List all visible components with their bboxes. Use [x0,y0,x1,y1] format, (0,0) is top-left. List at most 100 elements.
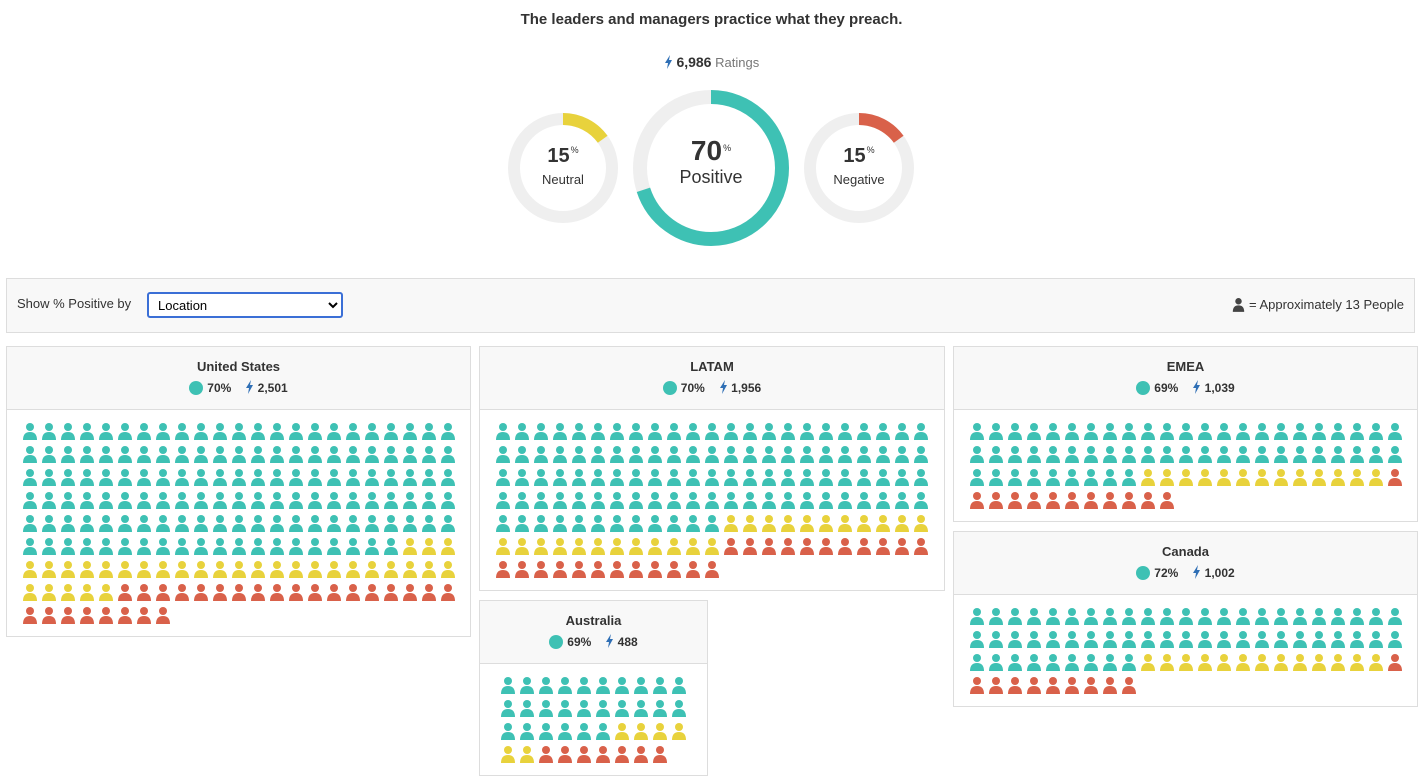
positive-person-icon [1331,446,1345,463]
neutral-person-icon [762,515,776,532]
region-ratings: 1,956 [719,380,761,395]
neutral-person-icon [1293,654,1307,671]
positive-person-icon [137,446,151,463]
neutral-person-icon [1369,654,1383,671]
positive-person-icon [422,469,436,486]
page-title: The leaders and managers practice what t… [520,11,903,28]
positive-person-icon [80,492,94,509]
positive-person-icon [653,677,667,694]
neutral-person-icon [496,538,510,555]
neutral-person-icon [634,723,648,740]
neutral-person-icon [327,561,341,578]
positive-person-icon [99,492,113,509]
neutral-person-icon [914,515,928,532]
positive-person-icon [308,492,322,509]
negative-person-icon [800,538,814,555]
positive-person-icon [308,469,322,486]
negative-person-icon [705,561,719,578]
positive-person-icon [1008,469,1022,486]
positive-person-icon [1084,654,1098,671]
positive-person-icon [1236,446,1250,463]
negative-person-icon [989,677,1003,694]
positive-person-icon [800,492,814,509]
positive-person-icon [672,677,686,694]
positive-person-icon [99,446,113,463]
positive-person-icon [194,538,208,555]
negative-person-icon [251,584,265,601]
positive-person-icon [1236,608,1250,625]
positive-person-icon [705,515,719,532]
positive-person-icon [346,446,360,463]
ratings-count: 6,986 [676,54,712,70]
positive-person-icon [384,492,398,509]
positive-person-icon [213,538,227,555]
bolt-icon [719,380,727,394]
positive-person-icon [970,446,984,463]
neutral-person-icon [1350,469,1364,486]
neutral-person-icon [838,515,852,532]
positive-person-icon [1103,631,1117,648]
positive-person-icon [1236,631,1250,648]
negative-person-icon [156,607,170,624]
person-icon [1233,298,1245,312]
positive-person-icon [520,677,534,694]
negative-person-icon [895,538,909,555]
neutral-person-icon [365,561,379,578]
region-card-canada: Canada 72% 1,002 [953,531,1418,707]
neutral-person-icon [520,746,534,763]
positive-person-icon [819,469,833,486]
positive-person-icon [137,515,151,532]
positive-person-icon [1217,446,1231,463]
positive-person-icon [118,423,132,440]
neutral-person-icon [1312,469,1326,486]
positive-person-icon [289,538,303,555]
neutral-person-icon [1160,469,1174,486]
positive-person-icon [327,469,341,486]
positive-person-icon [534,469,548,486]
negative-person-icon [1008,677,1022,694]
positive-person-icon [1369,608,1383,625]
positive-person-icon [577,723,591,740]
positive-person-icon [1160,446,1174,463]
negative-person-icon [308,584,322,601]
positive-person-icon [1141,608,1155,625]
region-card-emea: EMEA 69% 1,039 [953,346,1418,522]
neutral-person-icon [346,561,360,578]
positive-person-icon [1255,423,1269,440]
neutral-person-icon [615,723,629,740]
positive-person-icon [156,423,170,440]
positive-person-icon [1122,631,1136,648]
positive-person-icon [686,469,700,486]
positive-person-icon [1084,608,1098,625]
positive-person-icon [99,515,113,532]
positive-person-icon [1103,446,1117,463]
positive-person-icon [989,631,1003,648]
region-ratings: 2,501 [245,380,288,395]
positive-person-icon [743,423,757,440]
positive-person-icon [1008,608,1022,625]
positive-person-icon [365,446,379,463]
positive-person-icon [1160,608,1174,625]
positive-person-icon [23,446,37,463]
region-name: Australia [565,613,622,628]
positive-person-icon [686,423,700,440]
neutral-person-icon [534,538,548,555]
positive-person-icon [743,469,757,486]
negative-person-icon [1084,677,1098,694]
positive-person-icon [1255,608,1269,625]
neutral-person-icon [1198,654,1212,671]
positive-person-icon [1350,608,1364,625]
neutral-person-icon [137,561,151,578]
positive-person-icon [857,446,871,463]
positive-person-icon [1065,608,1079,625]
neutral-percent: 15% [547,145,579,167]
positive-person-icon [989,469,1003,486]
negative-person-icon [596,746,610,763]
group-by-select[interactable]: Location [147,292,343,318]
positive-person-icon [970,654,984,671]
positive-person-icon [496,469,510,486]
positive-person-icon [1160,631,1174,648]
positive-person-icon [1274,446,1288,463]
positive-person-icon [1388,608,1402,625]
positive-person-icon [539,700,553,717]
